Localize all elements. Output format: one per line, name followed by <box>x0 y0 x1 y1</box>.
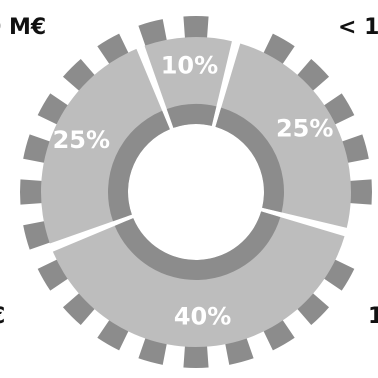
slice-label-4: 10% <box>161 52 218 80</box>
gear-tooth-3-3 <box>23 134 52 164</box>
slice-inner-ring-1 <box>215 107 284 213</box>
slice-1 <box>215 43 351 228</box>
gear-tooth-2-5 <box>183 344 209 369</box>
gear-tooth-4-2 <box>183 15 209 40</box>
gear-tooth-2-6 <box>138 336 168 365</box>
corner-label-top-left: 0 M€ <box>0 15 47 40</box>
gear-tooth-1-5 <box>348 179 373 205</box>
gear-tooth-1-4 <box>340 134 369 164</box>
slice-label-2: 40% <box>174 302 231 330</box>
slice-inner-ring-2 <box>114 211 281 280</box>
slice-3 <box>40 48 170 244</box>
gear-tooth-4-1 <box>138 19 168 48</box>
gear-tooth-3-1 <box>23 220 52 250</box>
gear-tooth-2-4 <box>224 336 254 365</box>
slice-inner-ring-3 <box>108 110 170 222</box>
corner-label-bottom-right: 1 <box>368 304 378 329</box>
corner-label-bottom-left: € <box>0 306 5 328</box>
slice-label-1: 25% <box>276 114 333 142</box>
slice-inner-ring-4 <box>166 104 217 128</box>
gear-tooth-3-2 <box>19 179 44 205</box>
slice-label-3: 25% <box>53 126 110 154</box>
corner-label-top-right: < 1 <box>338 15 378 40</box>
